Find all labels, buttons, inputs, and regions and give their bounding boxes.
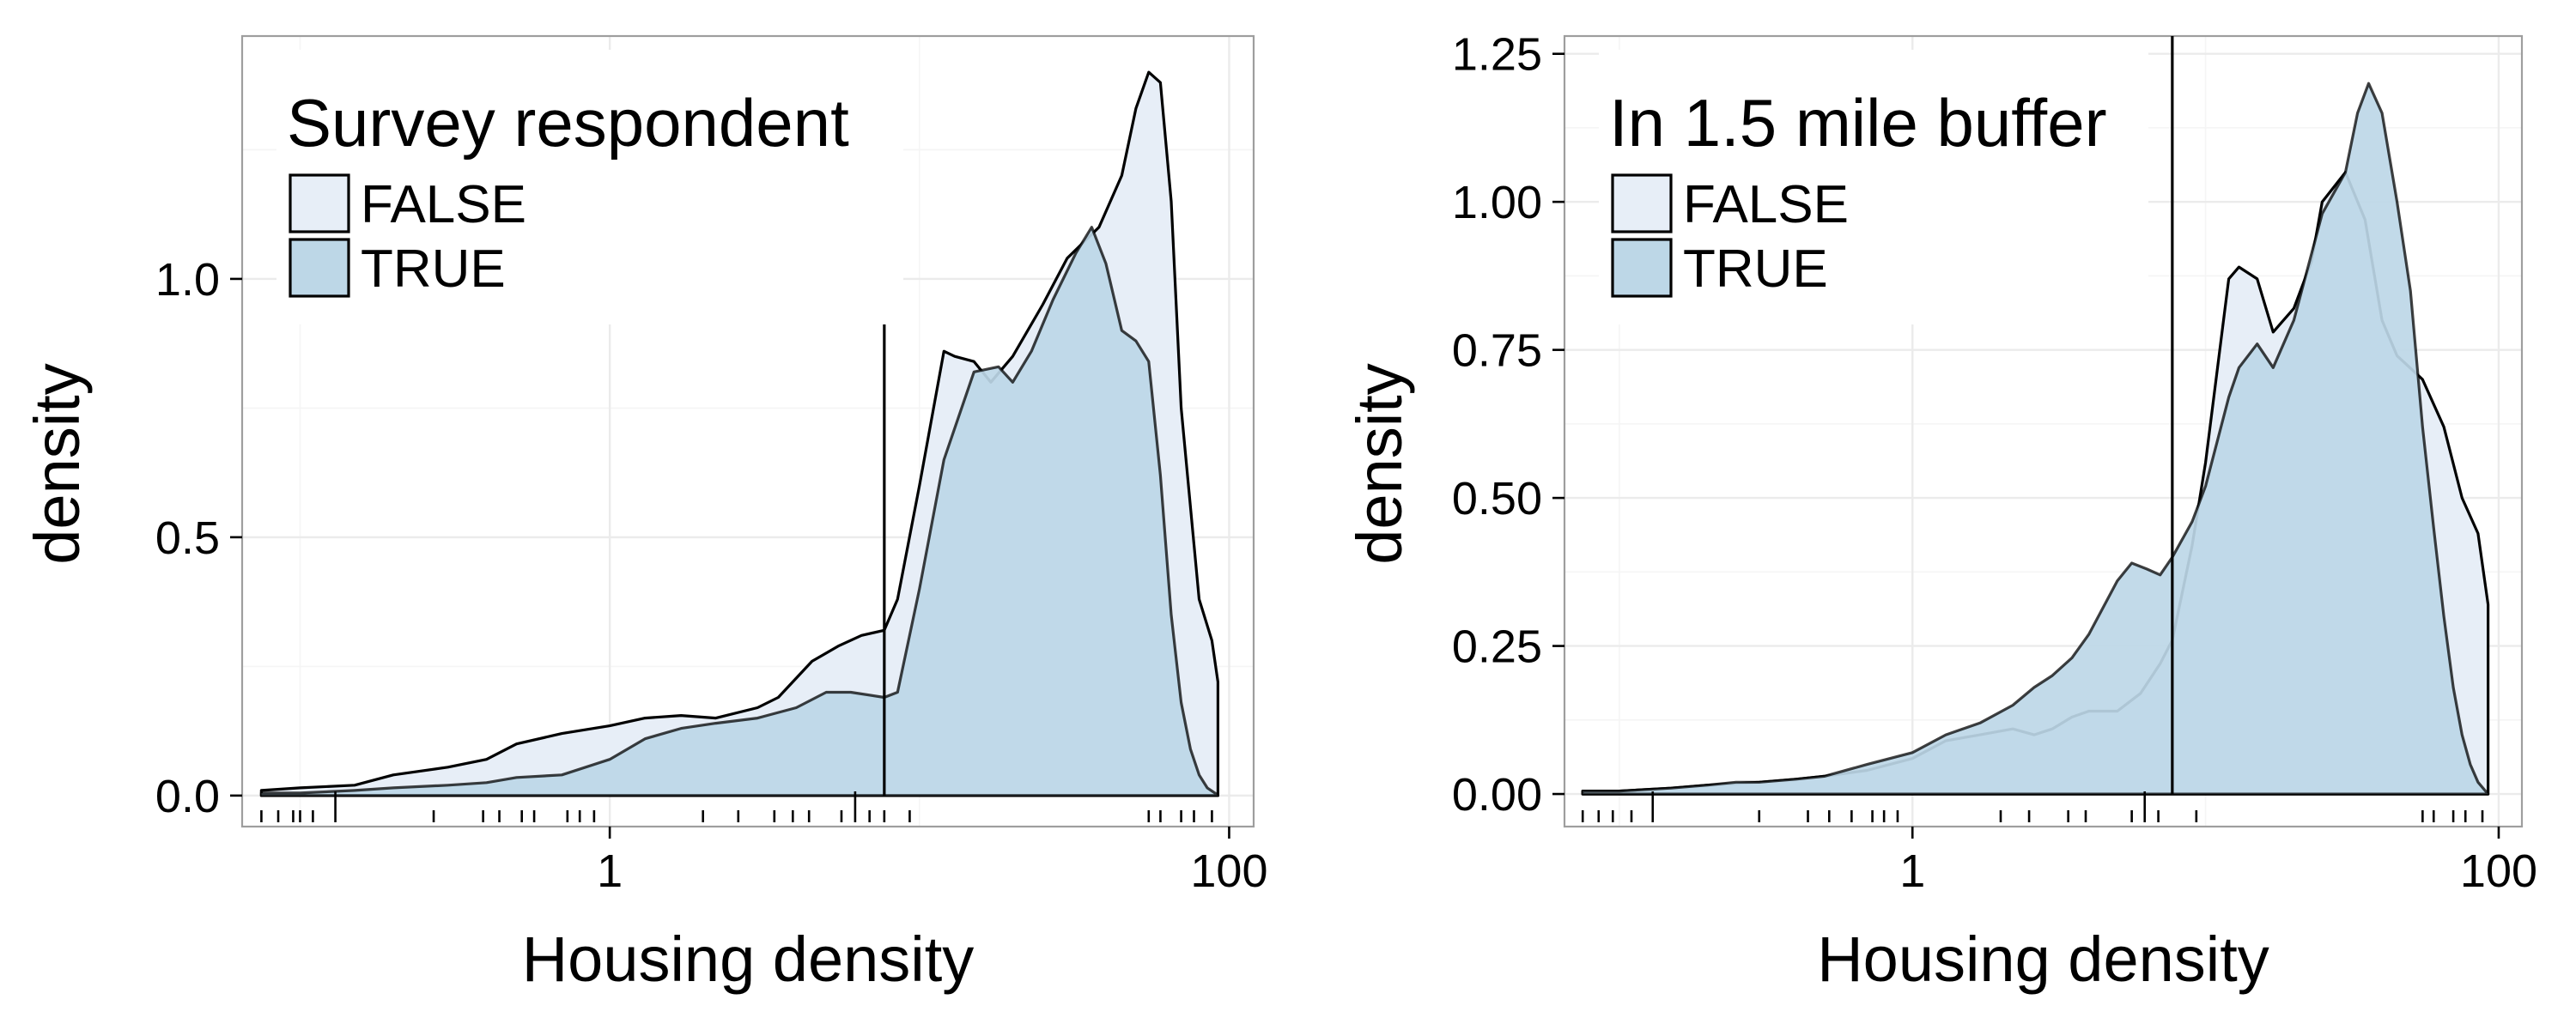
x-tick-label: 100 bbox=[2460, 845, 2537, 897]
y-tick-label: 0.75 bbox=[1452, 325, 1542, 377]
legend-title: In 1.5 mile buffer bbox=[1609, 85, 2107, 161]
y-tick-label: 1.00 bbox=[1452, 177, 1542, 228]
y-tick-label: 1.0 bbox=[155, 254, 220, 306]
y-tick-label: 0.25 bbox=[1452, 621, 1542, 673]
y-tick-label: 0.50 bbox=[1452, 473, 1542, 524]
y-tick-label: 1.25 bbox=[1452, 29, 1542, 81]
legend-label: FALSE bbox=[1683, 175, 1849, 234]
legend-label: TRUE bbox=[361, 239, 506, 299]
legend-background bbox=[276, 50, 903, 324]
legend-background bbox=[1599, 50, 2148, 324]
chart-panel-1: 0.0 0.5 1.0 1 100 Housing density density Surve… bbox=[21, 34, 1267, 995]
x-tick-label: 100 bbox=[1190, 845, 1267, 897]
x-tick-label: 1 bbox=[597, 845, 623, 897]
y-tick-label: 0.5 bbox=[155, 512, 220, 564]
legend-key-false bbox=[289, 173, 350, 233]
chart-panel-2: 0.00 0.25 0.50 0.75 1.00 1.25 1 100 Housing dens… bbox=[1344, 29, 2537, 995]
legend-title: Survey respondent bbox=[287, 85, 849, 161]
density-area-true bbox=[259, 226, 1219, 797]
legend-key-true bbox=[1611, 238, 1673, 298]
density-area-true bbox=[1581, 82, 2490, 796]
y-tick-label: 0.00 bbox=[1452, 769, 1542, 821]
panel-border bbox=[240, 34, 1255, 828]
legend-key-true bbox=[289, 238, 350, 298]
y-axis-title: density bbox=[1344, 363, 1415, 564]
legend-label: FALSE bbox=[361, 175, 526, 234]
x-axis-title: Housing density bbox=[1817, 924, 2269, 995]
y-tick-label: 0.0 bbox=[155, 771, 220, 822]
legend-key-false bbox=[1611, 173, 1673, 233]
x-axis-title: Housing density bbox=[522, 924, 975, 995]
legend-label: TRUE bbox=[1683, 239, 1828, 299]
panel-border bbox=[1563, 34, 2524, 828]
y-axis-title: density bbox=[21, 363, 93, 564]
x-tick-label: 1 bbox=[1899, 845, 1925, 897]
